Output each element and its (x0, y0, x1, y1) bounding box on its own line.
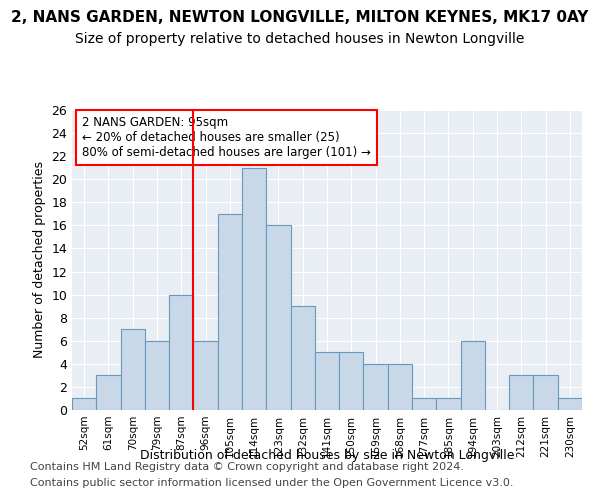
Bar (364, 364, 388, 410)
Text: 2, NANS GARDEN, NEWTON LONGVILLE, MILTON KEYNES, MK17 0AY: 2, NANS GARDEN, NEWTON LONGVILLE, MILTON… (11, 10, 589, 25)
Text: 2 NANS GARDEN: 95sqm
← 20% of detached houses are smaller (25)
80% of semi-detac: 2 NANS GARDEN: 95sqm ← 20% of detached h… (82, 116, 371, 159)
Y-axis label: Number of detached properties: Number of detached properties (33, 162, 46, 358)
Bar (290, 306, 315, 410)
Text: Distribution of detached houses by size in Newton Longville: Distribution of detached houses by size … (140, 448, 514, 462)
Bar (558, 398, 582, 410)
Bar (436, 398, 461, 410)
Bar (242, 168, 266, 410)
Bar (533, 376, 558, 410)
Bar (145, 341, 169, 410)
Bar (193, 341, 218, 410)
Bar (218, 214, 242, 410)
Bar (266, 226, 290, 410)
Bar (412, 398, 436, 410)
Bar (388, 364, 412, 410)
Bar (339, 352, 364, 410)
Text: Contains HM Land Registry data © Crown copyright and database right 2024.: Contains HM Land Registry data © Crown c… (30, 462, 464, 472)
Bar (72, 398, 96, 410)
Bar (121, 329, 145, 410)
Bar (96, 376, 121, 410)
Text: Contains public sector information licensed under the Open Government Licence v3: Contains public sector information licen… (30, 478, 514, 488)
Bar (461, 341, 485, 410)
Bar (509, 376, 533, 410)
Bar (315, 352, 339, 410)
Bar (169, 294, 193, 410)
Text: Size of property relative to detached houses in Newton Longville: Size of property relative to detached ho… (76, 32, 524, 46)
